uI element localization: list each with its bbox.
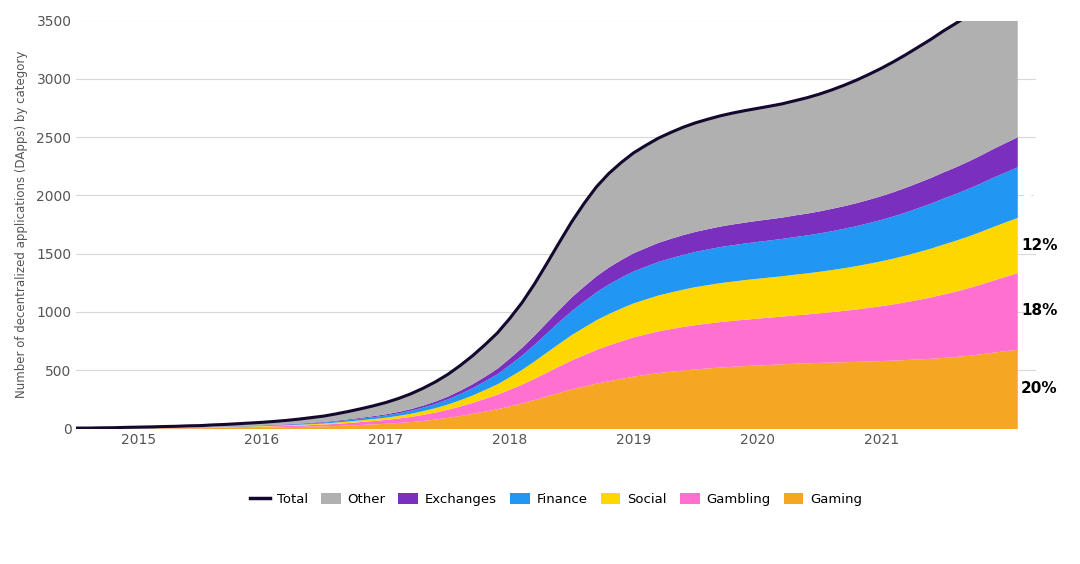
Text: 7.8%: 7.8% <box>1021 144 1063 159</box>
Y-axis label: Number of decentralized applications (DApps) by category: Number of decentralized applications (DA… <box>15 51 28 398</box>
Text: 11%: 11% <box>1021 184 1057 200</box>
Text: 20%: 20% <box>1021 381 1057 396</box>
Text: 18%: 18% <box>1021 303 1057 319</box>
Text: 12%: 12% <box>1021 237 1057 253</box>
Legend: Total, Other, Exchanges, Finance, Social, Gambling, Gaming: Total, Other, Exchanges, Finance, Social… <box>245 488 867 512</box>
